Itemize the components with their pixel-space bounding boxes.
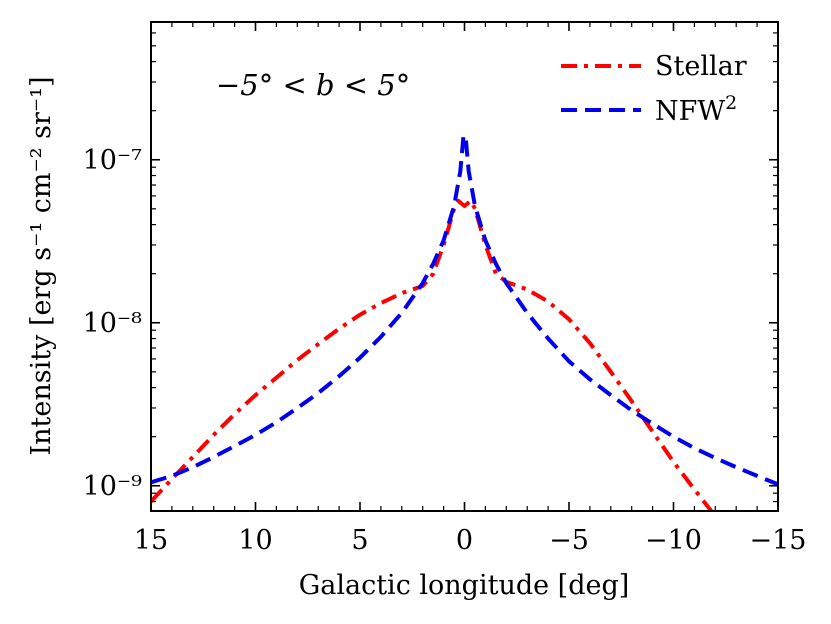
series-layer: [151, 133, 778, 511]
latitude-range-annotation: −5° < b < 5°: [216, 68, 410, 102]
legend: Stellar NFW2: [561, 51, 747, 127]
x-tick-label: −5: [549, 525, 589, 556]
y-axis-label: Intensity [erg s⁻¹ cm⁻² sr⁻¹]: [26, 76, 57, 455]
legend-label-stellar: Stellar: [655, 51, 747, 82]
legend-label-nfw2: NFW2: [655, 92, 737, 127]
y-tick-label: 10⁻⁷: [83, 145, 143, 176]
x-tick-labels: 15 10 5 0 −5 −10 −15: [134, 525, 807, 556]
y-tick-label: 10⁻⁹: [83, 471, 143, 502]
y-tick-labels: 10⁻⁹ 10⁻⁸ 10⁻⁷: [83, 145, 143, 502]
x-axis-label: Galactic longitude [deg]: [299, 570, 630, 601]
x-tick-label: 0: [456, 525, 473, 556]
y-tick-label: 10⁻⁸: [83, 308, 143, 339]
x-tick-label: 10: [238, 525, 272, 556]
legend-label-nfw2-base: NFW: [655, 96, 725, 127]
x-tick-label: −10: [645, 525, 702, 556]
series-line-stellar: [151, 198, 714, 511]
x-tick-label: 5: [351, 525, 368, 556]
series-line-nfw2: [151, 133, 778, 487]
tick-layer: [150, 22, 779, 512]
legend-label-nfw2-superscript: 2: [725, 92, 737, 114]
x-tick-label: 15: [134, 525, 168, 556]
x-tick-label: −15: [750, 525, 807, 556]
